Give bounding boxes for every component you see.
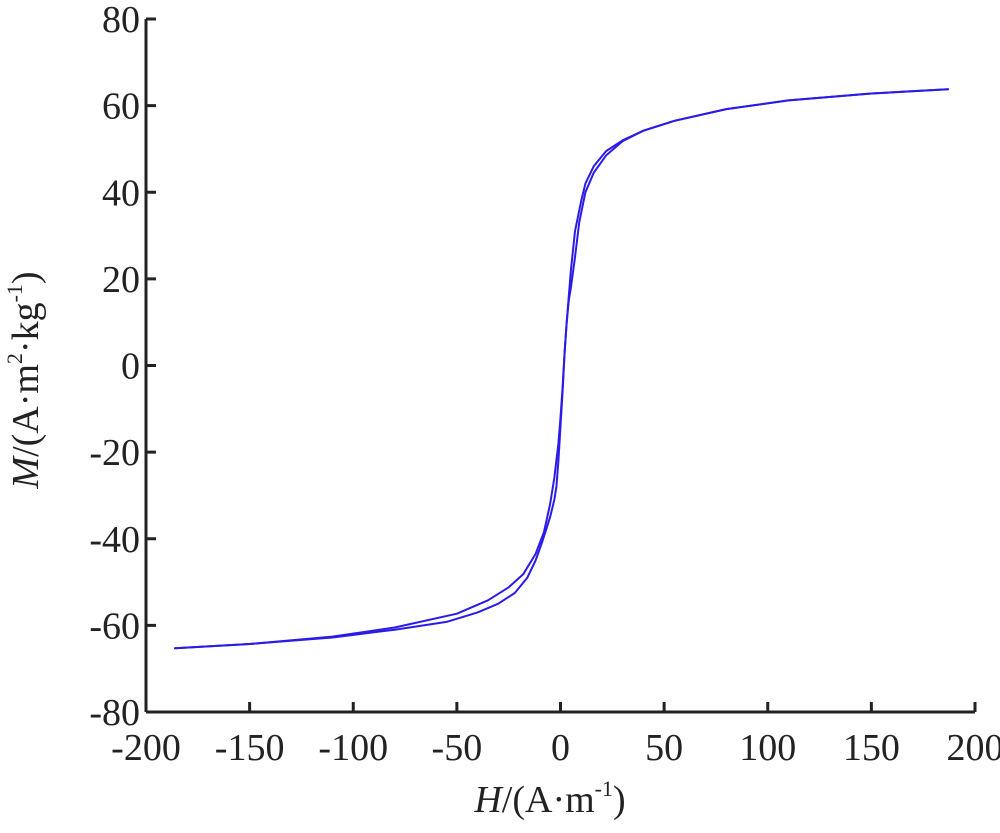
- y-tick-label: 20: [102, 259, 140, 301]
- y-axis-ticks: 80 60 40 20 0 -20 -40 -60 -80: [89, 0, 156, 734]
- hysteresis-curves: [174, 88, 950, 650]
- descending-branch-line: [174, 88, 950, 650]
- y-tick-label: 80: [102, 0, 140, 41]
- y-axis-title: M/(A·m2·kg-1): [2, 271, 47, 489]
- x-tick-label: 200: [947, 727, 1000, 769]
- x-tick-label: 150: [843, 727, 900, 769]
- y-tick-label: -40: [89, 519, 140, 561]
- x-tick-label: 100: [739, 727, 796, 769]
- x-tick-label: 0: [551, 727, 570, 769]
- x-tick-label: -50: [432, 727, 483, 769]
- y-tick-label: -60: [89, 605, 140, 647]
- y-tick-label: -20: [89, 432, 140, 474]
- y-tick-label: 40: [102, 172, 140, 214]
- x-tick-label: -100: [318, 727, 388, 769]
- y-tick-label: -80: [89, 692, 140, 734]
- x-tick-label: -200: [111, 727, 181, 769]
- x-tick-label: -150: [215, 727, 285, 769]
- y-tick-label: 60: [102, 86, 140, 128]
- ascending-branch-line: [174, 88, 950, 650]
- y-tick-label: 0: [121, 346, 140, 388]
- x-axis-ticks: -200 -150 -100 -50 0 50 100 150 200: [111, 702, 1000, 769]
- x-axis-title: H/(A·m-1): [473, 776, 625, 821]
- x-tick-label: 50: [645, 727, 683, 769]
